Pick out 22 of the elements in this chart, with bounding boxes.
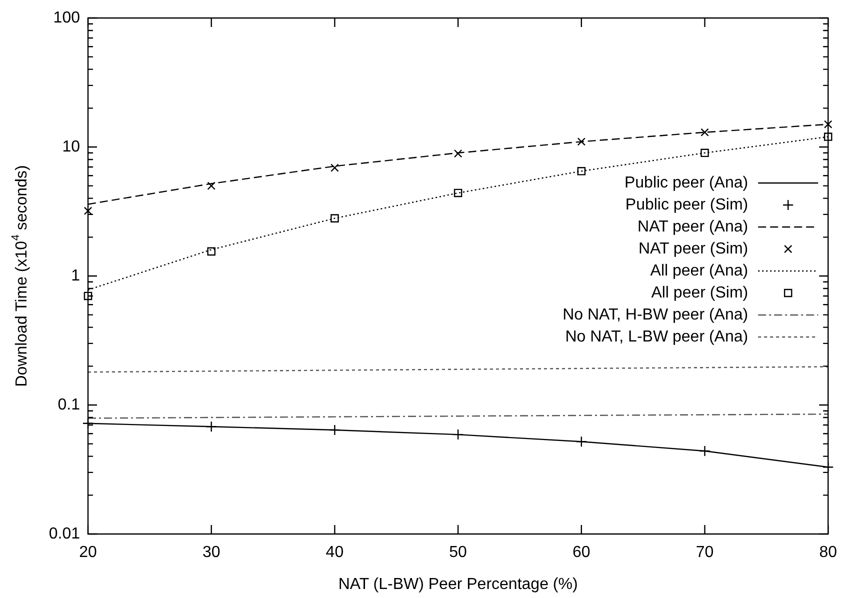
legend-label: Public peer (Ana) bbox=[624, 174, 748, 192]
legend-label: NAT peer (Ana) bbox=[638, 218, 748, 236]
x-tick-label: 30 bbox=[202, 544, 220, 562]
y-tick-label: 0.01 bbox=[48, 525, 80, 542]
x-axis-title: NAT (L-BW) Peer Percentage (%) bbox=[338, 576, 578, 593]
x-tick-label: 20 bbox=[79, 544, 97, 562]
legend-label: No NAT, H-BW peer (Ana) bbox=[562, 306, 748, 324]
y-tick-label: 100 bbox=[53, 9, 80, 26]
x-tick-label: 40 bbox=[326, 544, 344, 562]
legend-label: All peer (Sim) bbox=[651, 284, 748, 302]
x-tick-label: 50 bbox=[449, 544, 468, 562]
y-tick-label: 1 bbox=[71, 267, 80, 284]
x-tick-label: 80 bbox=[819, 544, 838, 562]
y-tick-label: 0.1 bbox=[58, 396, 80, 414]
x-tick-label: 70 bbox=[696, 544, 714, 562]
y-axis-title: Download Time (x104 seconds) bbox=[10, 165, 30, 387]
x-tick-label: 60 bbox=[572, 544, 590, 562]
legend-label: No NAT, L-BW peer (Ana) bbox=[565, 328, 748, 346]
legend-label: Public peer (Sim) bbox=[625, 196, 748, 214]
legend-label: All peer (Ana) bbox=[650, 262, 748, 280]
y-tick-label: 10 bbox=[62, 138, 80, 156]
legend-label: NAT peer (Sim) bbox=[638, 240, 748, 258]
